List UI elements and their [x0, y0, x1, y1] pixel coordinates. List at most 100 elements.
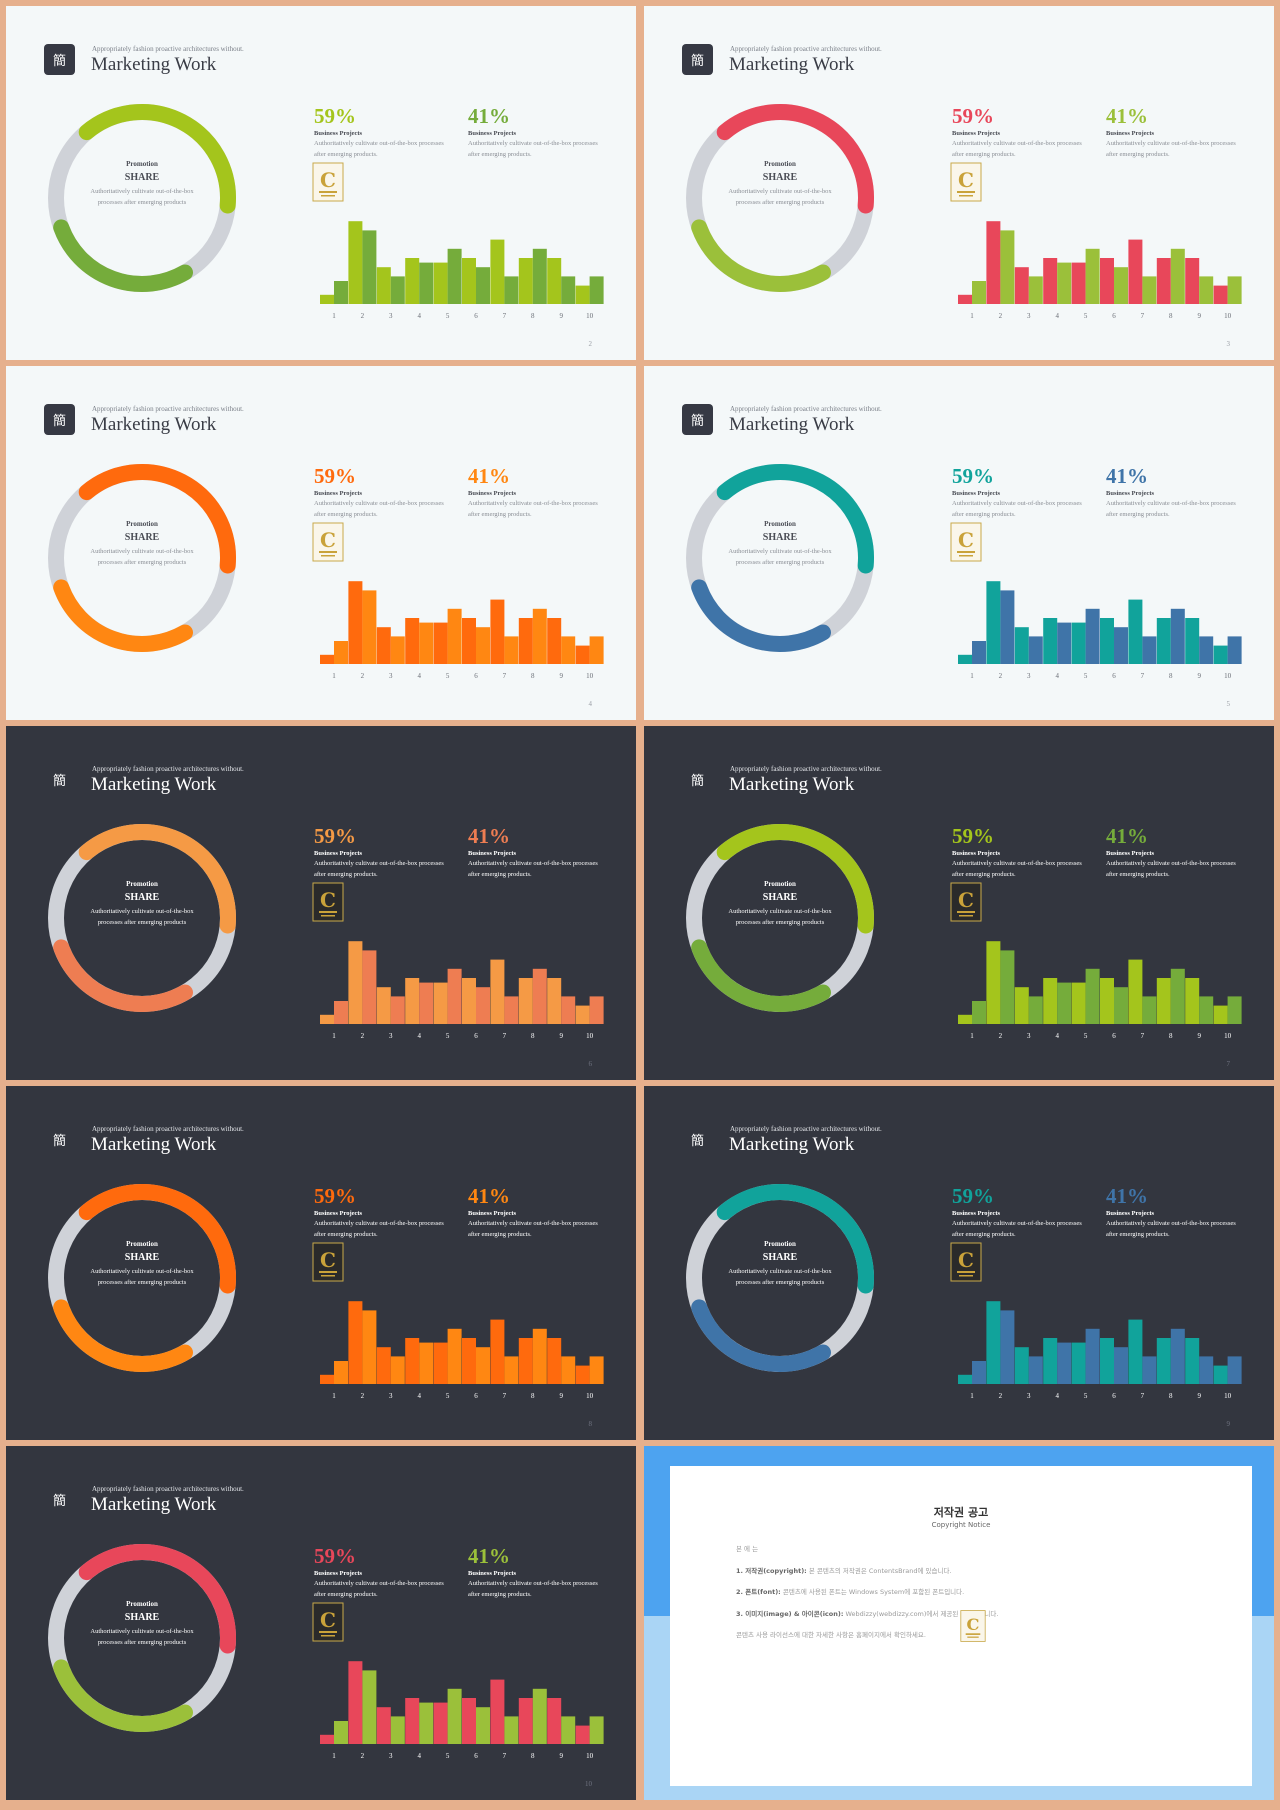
slide[interactable]: 簡 Appropriately fashion proactive archite…: [6, 1446, 636, 1800]
bar-a-10: [1213, 645, 1228, 664]
share-description: Authoritatively cultivate out-of-the-box…: [728, 548, 832, 566]
bar-b-2: [362, 230, 377, 304]
slide-title: Marketing Work: [729, 414, 855, 435]
stat-block-1: 59% Business Projects Authoritatively cult…: [952, 824, 1092, 880]
copyright-section: 1. 저작권(copyright): 본 콘텐츠의 저작권은 ContentsB…: [736, 1566, 1186, 1578]
bar-b-9: [1199, 1356, 1214, 1384]
x-tick-label: 6: [1112, 1392, 1116, 1400]
promotion-label: Promotion: [126, 1600, 158, 1608]
bar-a-10: [575, 1005, 590, 1024]
x-tick-label: 8: [531, 1752, 535, 1760]
copyright-section: 3. 이미지(image) & 아이콘(icon): Webdizzy(webd…: [736, 1609, 1186, 1621]
x-tick-label: 2: [999, 672, 1003, 680]
stat-heading: Business Projects: [314, 490, 363, 497]
bar-b-7: [1142, 996, 1157, 1024]
donut-center: Promotion SHARE Authoritatively cultivate …: [716, 1236, 844, 1288]
slide-subtitle: Appropriately fashion proactive architec…: [730, 1125, 882, 1133]
slide[interactable]: 簡 Appropriately fashion proactive archite…: [6, 6, 636, 360]
donut-segment-secondary: [53, 579, 193, 652]
bar-a-9: [547, 618, 562, 664]
bar-b-1: [972, 1001, 986, 1024]
slide-subtitle: Appropriately fashion proactive architec…: [730, 765, 882, 773]
x-tick-label: 9: [1197, 1032, 1201, 1040]
bar-b-9: [1199, 996, 1214, 1024]
x-tick-label: 4: [1055, 672, 1059, 680]
bar-b-9: [561, 276, 576, 304]
bar-a-4: [405, 1698, 420, 1744]
bar-b-4: [419, 622, 434, 664]
x-tick-label: 4: [1055, 1032, 1059, 1040]
bar-a-4: [405, 258, 420, 304]
bar-b-9: [561, 1716, 576, 1744]
bar-a-7: [490, 1319, 505, 1384]
slide[interactable]: 簡 Appropriately fashion proactive archite…: [6, 726, 636, 1080]
bar-b-4: [419, 1342, 434, 1384]
logo-icon: 簡: [44, 404, 75, 435]
share-label: SHARE: [124, 892, 160, 903]
bar-a-10: [1213, 285, 1228, 304]
x-tick-label: 2: [361, 312, 365, 320]
x-tick-label: 6: [474, 1752, 478, 1760]
x-tick-label: 10: [586, 1752, 594, 1760]
bar-b-4: [419, 262, 434, 304]
slide[interactable]: 簡 Appropriately fashion proactive archite…: [6, 366, 636, 720]
bar-b-10: [589, 1356, 604, 1384]
x-tick-label: 7: [1141, 672, 1145, 680]
bar-chart: 1 2 3 4 5 6 7 8 9 10: [320, 1301, 604, 1400]
x-tick-label: 1: [332, 1752, 336, 1760]
bar-b-2: [1000, 1310, 1015, 1384]
stat-block-1: 59% Business Projects Authoritatively cult…: [314, 824, 454, 880]
bar-b-5: [1085, 608, 1100, 664]
slide[interactable]: 簡 Appropriately fashion proactive archite…: [644, 1086, 1274, 1440]
bar-b-3: [1028, 1356, 1043, 1384]
donut-chart: [48, 104, 236, 292]
slide[interactable]: 簡 Appropriately fashion proactive archite…: [644, 366, 1274, 720]
x-tick-label: 2: [361, 1032, 365, 1040]
share-label: SHARE: [124, 532, 160, 543]
share-description: Authoritatively cultivate out-of-the-box…: [90, 1628, 194, 1646]
stat-heading: Business Projects: [468, 130, 517, 137]
stat-block-2: 41% Business Projects Authoritatively cult…: [468, 824, 608, 880]
bar-a-7: [490, 959, 505, 1024]
slide[interactable]: 簡 Appropriately fashion proactive archite…: [6, 1086, 636, 1440]
stat-percent: 59%: [314, 104, 356, 128]
bar-b-1: [972, 641, 986, 664]
bar-b-5: [1085, 968, 1100, 1024]
bar-b-7: [1142, 636, 1157, 664]
bar-a-9: [1185, 978, 1200, 1024]
stat-percent: 41%: [468, 1544, 510, 1568]
copyright-slide[interactable]: 저작권 공고 Copyright Notice 본 에 는 1. 저작권(copy…: [644, 1446, 1274, 1800]
bar-b-10: [1227, 996, 1242, 1024]
x-tick-label: 3: [1027, 1392, 1031, 1400]
stat-description: Authoritatively cultivate out-of-the-box…: [468, 1580, 598, 1598]
svg-text:C: C: [958, 168, 974, 192]
share-label: SHARE: [762, 532, 798, 543]
bar-b-6: [476, 267, 490, 304]
bar-b-4: [1057, 622, 1072, 664]
bar-b-10: [1227, 1356, 1242, 1384]
bar-b-3: [390, 276, 405, 304]
page-number: 6: [588, 1060, 593, 1068]
slide[interactable]: 簡 Appropriately fashion proactive archite…: [644, 726, 1274, 1080]
x-tick-label: 4: [417, 1752, 421, 1760]
x-tick-label: 9: [1197, 1392, 1201, 1400]
stat-heading: Business Projects: [952, 130, 1001, 137]
stat-percent: 41%: [468, 824, 510, 848]
bar-a-2: [348, 1301, 363, 1384]
copyright-body: 본 에 는 1. 저작권(copyright): 본 콘텐츠의 저작권은 Con…: [736, 1544, 1186, 1652]
stat-description: Authoritatively cultivate out-of-the-box…: [468, 860, 598, 878]
bar-b-2: [362, 1670, 377, 1744]
bar-a-2: [986, 581, 1001, 664]
page-number: 4: [588, 700, 593, 708]
slide[interactable]: 簡 Appropriately fashion proactive archite…: [644, 6, 1274, 360]
share-label: SHARE: [124, 1252, 160, 1263]
bar-a-7: [490, 599, 505, 664]
bar-b-8: [1170, 968, 1185, 1024]
bar-b-7: [504, 1716, 519, 1744]
stat-description: Authoritatively cultivate out-of-the-box…: [1106, 1220, 1236, 1238]
x-tick-label: 7: [1141, 1392, 1145, 1400]
slide-subtitle: Appropriately fashion proactive architec…: [92, 405, 244, 413]
bar-a-3: [1014, 1347, 1029, 1384]
bar-a-10: [1213, 1005, 1228, 1024]
x-tick-label: 1: [970, 1392, 974, 1400]
